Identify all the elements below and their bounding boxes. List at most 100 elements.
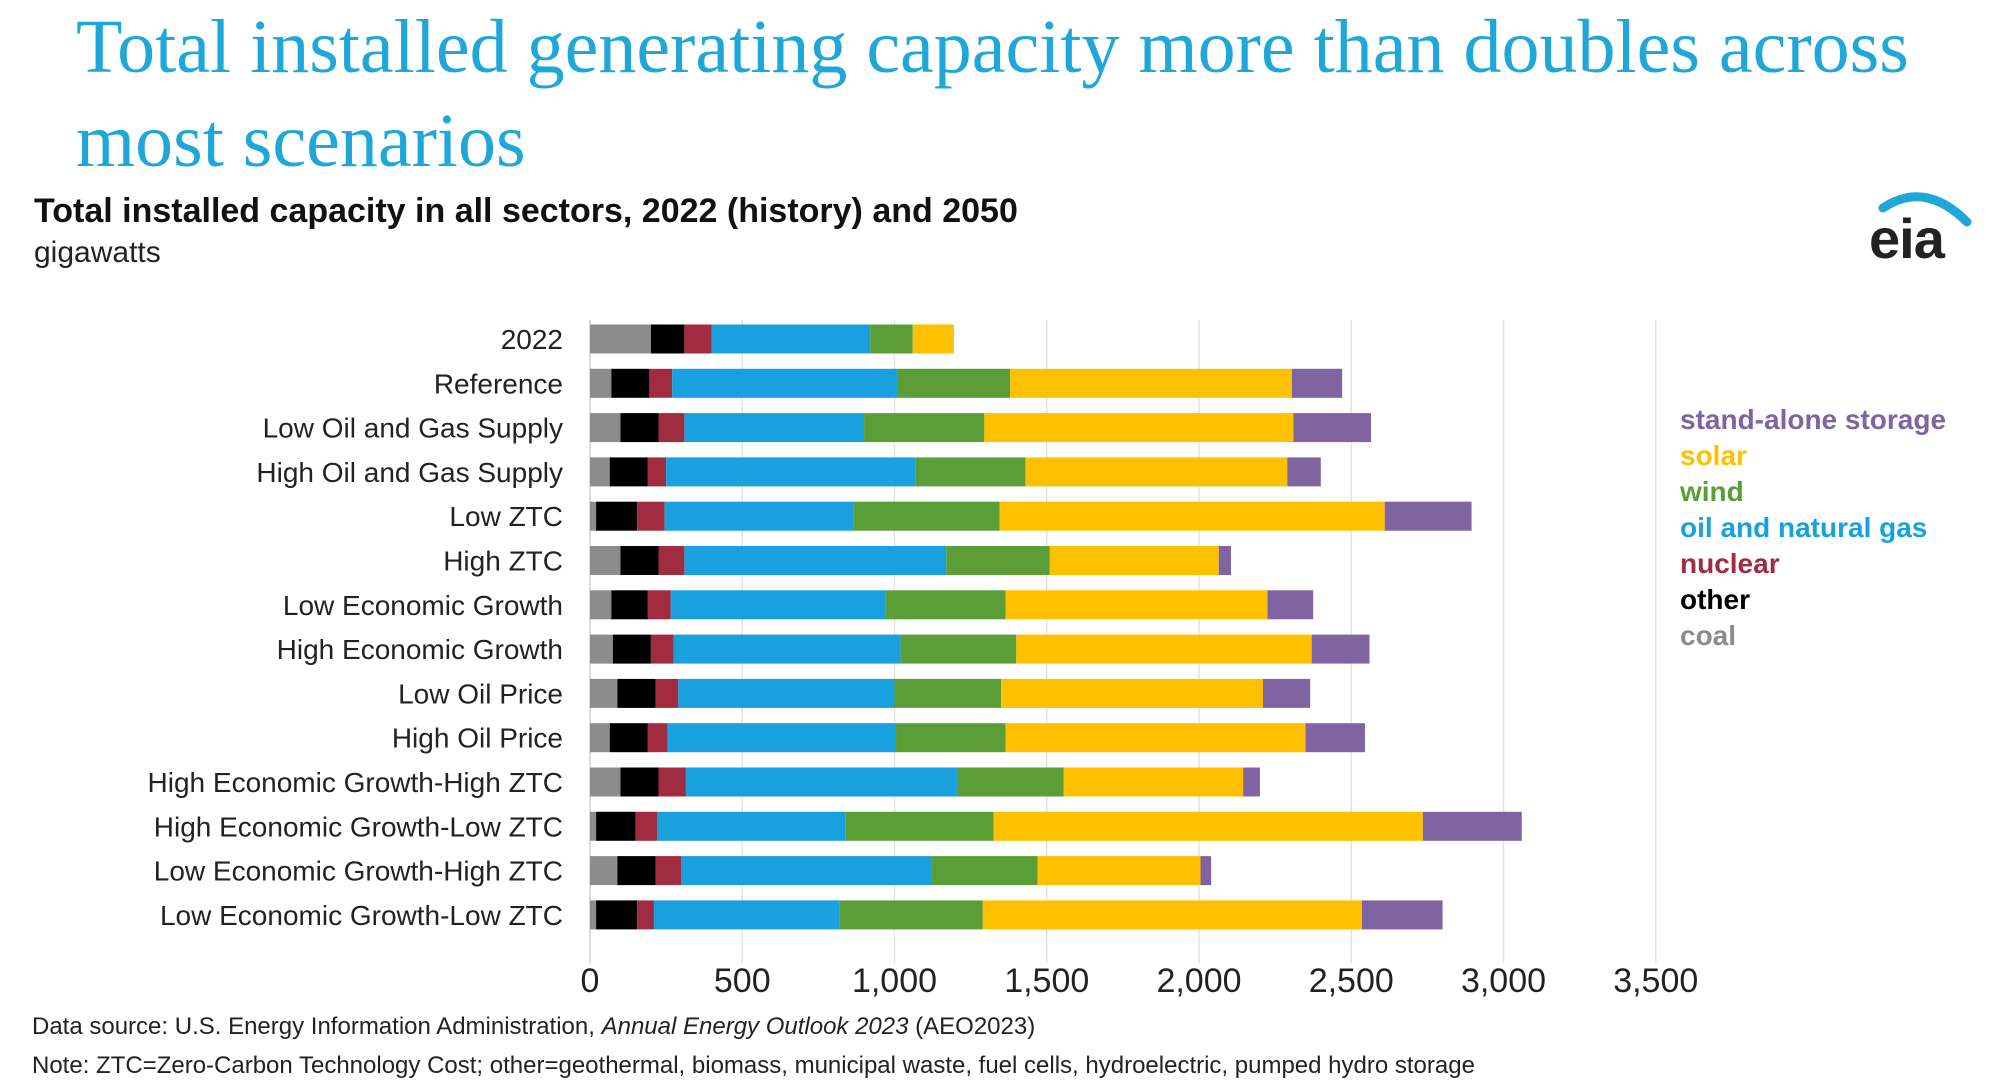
bar-segment-coal	[590, 856, 618, 886]
stacked-bar-chart: 2022 Reference Low Oil and Gas Supply High …	[148, 320, 1699, 1000]
bar-segment-oil-and-natural-gas	[672, 368, 898, 398]
bar-segment-nuclear	[650, 634, 674, 664]
legend-item: wind	[1680, 476, 1744, 507]
category-label: High Economic Growth	[277, 634, 563, 665]
bar-segment-wind	[845, 811, 994, 841]
bar-segment-oil-and-natural-gas	[656, 811, 846, 841]
bar-segment-nuclear	[647, 457, 667, 487]
bar-segment-oil-and-natural-gas	[664, 501, 854, 531]
legend-item: coal	[1680, 620, 1737, 651]
legend-item: stand-alone storage	[1680, 404, 1947, 435]
bar-segment-solar	[1010, 368, 1292, 398]
bar-segment-other	[611, 368, 650, 398]
bar-segment-other	[596, 900, 638, 930]
bar-segment-oil-and-natural-gas	[667, 723, 897, 753]
chart-note: Note: ZTC=Zero-Carbon Technology Cost; o…	[32, 1052, 1475, 1079]
bar-segment-wind	[897, 368, 1011, 398]
bar-segment-nuclear	[658, 413, 685, 443]
source-suffix: (AEO2023)	[908, 1013, 1036, 1040]
bar-segment-nuclear	[647, 590, 671, 620]
eia-logo-arc-icon	[1878, 192, 1972, 227]
bar-segment-solar	[999, 501, 1385, 531]
bar-segment-nuclear	[658, 546, 685, 575]
bar-segment-solar	[1063, 767, 1244, 797]
bar-segment-other	[650, 324, 685, 354]
bar-segment-stand-alone-storage	[1422, 811, 1522, 841]
bar-segment-stand-alone-storage	[1311, 634, 1370, 664]
x-tick-label: 3,500	[1613, 962, 1698, 1000]
bar-segment-coal	[590, 501, 597, 531]
x-axis-tick-labels: 0 500 1,000 1,500 2,000 2,500 3,000 3,500	[581, 962, 1699, 1000]
bar-segment-wind	[956, 767, 1064, 797]
x-tick-label: 2,500	[1309, 962, 1394, 1000]
category-label: Low Economic Growth-High ZTC	[154, 856, 563, 887]
legend-item: nuclear	[1680, 548, 1780, 579]
bar-segment-oil-and-natural-gas	[678, 678, 895, 708]
bar-segment-nuclear	[658, 767, 686, 797]
x-tick-label: 0	[581, 962, 600, 1000]
bar-segment-other	[617, 856, 656, 886]
category-label: Low Economic Growth-Low ZTC	[160, 900, 563, 931]
bar-segment-coal	[590, 723, 610, 753]
eia-logo-text: eia	[1869, 207, 1945, 270]
category-label: High ZTC	[443, 546, 563, 577]
bar-segment-wind	[915, 457, 1026, 487]
bar-segment-stand-alone-storage	[1262, 678, 1311, 708]
bar-segment-nuclear	[684, 324, 712, 354]
bar-segment-stand-alone-storage	[1287, 457, 1321, 487]
bar-segment-coal	[590, 811, 597, 841]
category-labels: 2022 Reference Low Oil and Gas Supply High …	[148, 324, 563, 931]
source-prefix: Data source: U.S. Energy Information Adm…	[32, 1013, 602, 1040]
bar-segment-stand-alone-storage	[1291, 368, 1343, 398]
bar-segment-coal	[590, 767, 621, 797]
bar-segment-other	[620, 413, 659, 443]
bar-segment-solar	[1037, 856, 1201, 886]
bar-segment-solar	[1001, 678, 1263, 708]
category-label: Low Economic Growth	[283, 590, 563, 621]
bar-segment-stand-alone-storage	[1305, 723, 1365, 753]
bar-segment-other	[620, 546, 659, 575]
bar-segment-solar	[993, 811, 1423, 841]
bar-segment-oil-and-natural-gas	[685, 767, 957, 797]
bar-segment-coal	[590, 368, 612, 398]
bar-segment-other	[620, 767, 659, 797]
bar-segment-stand-alone-storage	[1384, 501, 1472, 531]
bar-segment-other	[617, 678, 656, 708]
legend: stand-alone storage solar wind oil and natu…	[1680, 402, 1946, 654]
bar-segment-stand-alone-storage	[1361, 900, 1443, 930]
bar-segment-coal	[590, 457, 610, 487]
bar-segment-other	[596, 811, 636, 841]
bar-segment-stand-alone-storage	[1243, 767, 1260, 797]
bar-segment-wind	[931, 856, 1038, 886]
bar-segment-oil-and-natural-gas	[684, 413, 865, 443]
bar-segment-oil-and-natural-gas	[684, 546, 947, 575]
bars	[590, 324, 1522, 930]
bar-segment-solar	[912, 324, 954, 354]
bar-segment-nuclear	[637, 501, 665, 531]
bar-segment-stand-alone-storage	[1200, 856, 1212, 886]
bar-segment-oil-and-natural-gas	[666, 457, 916, 487]
x-tick-label: 2,000	[1156, 962, 1241, 1000]
bar-segment-wind	[853, 501, 1000, 531]
bar-segment-coal	[590, 546, 621, 575]
bar-segment-oil-and-natural-gas	[711, 324, 871, 354]
bar-segment-other	[609, 457, 648, 487]
bar-segment-wind	[870, 324, 913, 354]
bar-segment-coal	[590, 634, 613, 664]
bar-segment-solar	[1005, 723, 1306, 753]
bar-segment-other	[596, 501, 638, 531]
bar-segment-other	[612, 634, 651, 664]
x-tick-label: 1,500	[1004, 962, 1089, 1000]
data-source: Data source: U.S. Energy Information Adm…	[32, 1013, 1035, 1041]
chart-units: gigawatts	[34, 236, 161, 269]
page-title: Total installed generating capacity more…	[76, 5, 1909, 183]
bar-segment-wind	[839, 900, 983, 930]
legend-item: solar	[1680, 440, 1747, 471]
chart-subtitle: Total installed capacity in all sectors,…	[34, 192, 1018, 230]
bar-segment-coal	[590, 900, 597, 930]
bar-segment-wind	[885, 590, 1006, 620]
category-label: High Economic Growth-High ZTC	[148, 767, 563, 798]
bar-segment-oil-and-natural-gas	[653, 900, 840, 930]
bar-segment-coal	[590, 324, 651, 354]
bar-segment-stand-alone-storage	[1267, 590, 1314, 620]
